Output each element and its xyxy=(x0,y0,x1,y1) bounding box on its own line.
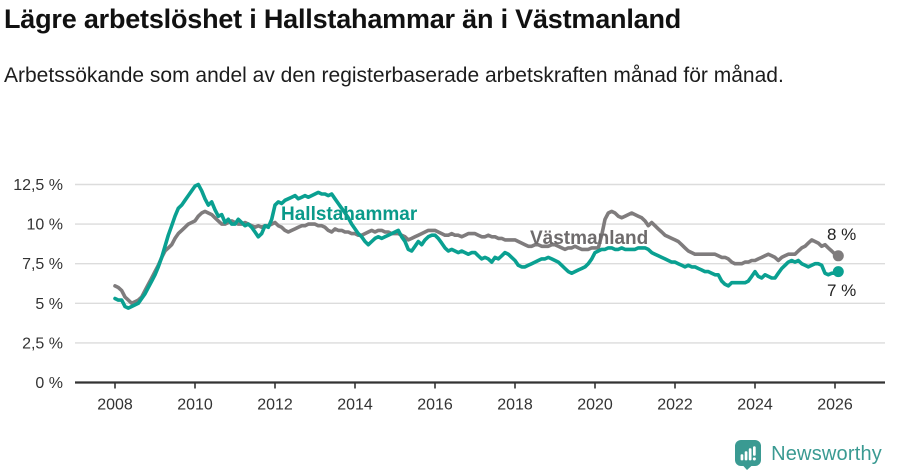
series-end-dot-hallstahammar xyxy=(832,266,844,278)
series-end-value-västmanland: 8 % xyxy=(827,225,856,244)
page-title: Lägre arbetslöshet i Hallstahammar än i … xyxy=(4,4,682,34)
series-line-västmanland xyxy=(113,209,841,306)
y-tick-label: 10 % xyxy=(27,217,63,234)
x-tick-label: 2026 xyxy=(817,397,853,414)
y-tick-label: 5 % xyxy=(35,296,63,313)
series-end-dot-västmanland xyxy=(832,250,844,262)
series-end-value-hallstahammar: 7 % xyxy=(827,281,856,300)
chart-subtitle: Arbetssökande som andel av den registerb… xyxy=(4,64,784,87)
x-tick-label: 2020 xyxy=(577,397,613,414)
x-tick-label: 2010 xyxy=(177,397,213,414)
y-tick-label: 7,5 % xyxy=(22,256,63,273)
newsworthy-logo-icon xyxy=(735,440,762,470)
x-tick-label: 2022 xyxy=(657,397,693,414)
y-tick-label: 12,5 % xyxy=(13,177,63,194)
brand-footer: Newsworthy xyxy=(733,439,882,470)
series-label-hallstahammar: Hallstahammar xyxy=(281,204,418,225)
x-tick-label: 2024 xyxy=(737,397,773,414)
x-tick-label: 2012 xyxy=(257,397,293,414)
series-label-västmanland: Västmanland xyxy=(530,228,648,249)
x-tick-label: 2014 xyxy=(337,397,373,414)
x-tick-label: 2018 xyxy=(497,397,533,414)
y-tick-label: 2,5 % xyxy=(22,335,63,352)
x-tick-label: 2016 xyxy=(417,397,453,414)
x-tick-label: 2008 xyxy=(97,397,133,414)
series-line-hallstahammar xyxy=(113,182,841,310)
y-tick-label: 0 % xyxy=(35,375,63,392)
brand-name: Newsworthy xyxy=(771,443,882,465)
